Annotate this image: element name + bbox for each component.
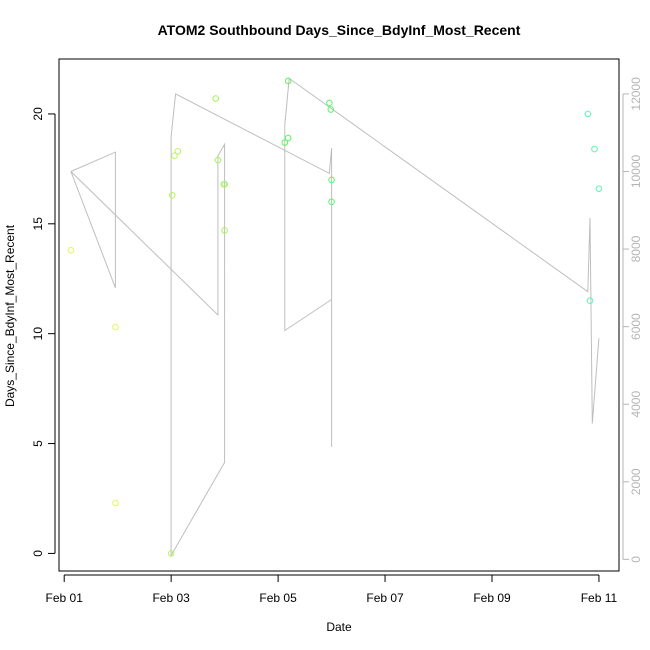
x-axis: Feb 01 Feb 03 Feb 05 Feb 07 Feb 09 Feb 11 <box>46 574 618 605</box>
plot-frame <box>58 58 620 572</box>
data-point <box>284 77 292 85</box>
data-point <box>112 499 119 507</box>
y2-tick-label: 0 <box>629 556 643 563</box>
chart-title: ATOM2 Southbound Days_Since_BdyInf_Most_… <box>158 22 521 38</box>
right-y-axis: 0 2000 4000 6000 8000 10000 12000 <box>622 77 643 563</box>
data-point <box>221 180 228 188</box>
x-tick-label: Feb 03 <box>152 591 190 605</box>
y2-tick-label: 10000 <box>629 154 643 188</box>
y-tick-label: 10 <box>31 327 45 341</box>
data-point <box>328 198 335 206</box>
data-point <box>281 139 289 146</box>
data-point <box>171 152 178 159</box>
data-point <box>326 99 333 107</box>
data-point <box>586 297 594 305</box>
x-tick-label: Feb 01 <box>46 591 84 605</box>
x-tick-label: Feb 05 <box>259 591 297 605</box>
data-point <box>67 246 75 254</box>
data-point <box>212 95 220 102</box>
y2-tick-label: 12000 <box>629 77 643 111</box>
series-line <box>70 77 600 558</box>
y2-tick-label: 8000 <box>629 235 643 262</box>
x-axis-label: Date <box>326 620 352 634</box>
y-axis: 0 5 10 15 20 <box>31 107 56 557</box>
data-point <box>112 323 119 331</box>
y-tick-label: 15 <box>31 217 45 231</box>
data-point <box>327 106 335 113</box>
x-tick-label: Feb 09 <box>473 591 511 605</box>
x-tick-label: Feb 07 <box>366 591 404 605</box>
data-point <box>221 227 228 234</box>
y2-tick-label: 4000 <box>629 391 643 418</box>
data-point <box>284 134 292 142</box>
data-point <box>591 145 598 153</box>
y2-tick-label: 6000 <box>629 313 643 340</box>
data-point <box>328 176 335 184</box>
data-point <box>167 550 175 557</box>
x-tick-label: Feb 11 <box>581 591 618 605</box>
data-point <box>174 147 182 155</box>
y-axis-label: Days_Since_BdyInf_Most_Recent <box>3 224 17 407</box>
series-points <box>67 77 603 557</box>
y-tick-label: 20 <box>31 107 45 121</box>
y-tick-label: 5 <box>31 440 45 447</box>
series-lines <box>70 77 600 558</box>
y-tick-label: 0 <box>31 550 45 557</box>
data-point <box>595 185 603 192</box>
data-point <box>214 156 222 164</box>
data-point <box>584 110 592 118</box>
data-point <box>168 191 176 199</box>
y2-tick-label: 2000 <box>629 468 643 495</box>
